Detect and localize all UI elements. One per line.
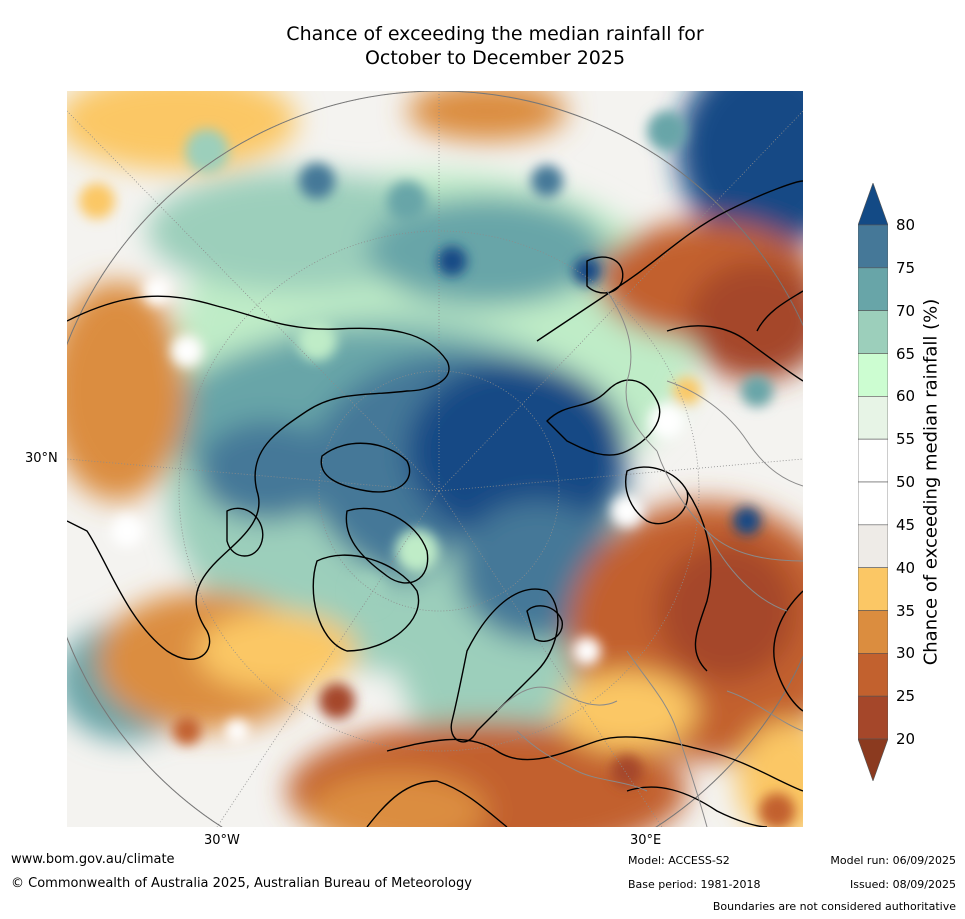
colorbar-tick-75: 75 — [896, 258, 916, 277]
colorbar-tick-50: 50 — [896, 473, 916, 491]
colorbar-band-65-70 — [858, 310, 888, 354]
colorbar-tick-25: 25 — [896, 687, 916, 706]
colorbar-tick-60: 60 — [896, 387, 916, 406]
colorbar-band-30-35 — [858, 610, 888, 654]
colorbar-extend-bottom — [858, 738, 888, 781]
rainfall-probability-map[interactable] — [67, 91, 803, 827]
colorbar-tick-65: 65 — [896, 344, 916, 363]
colorbar-tick-30: 30 — [896, 644, 916, 663]
colorbar-title: Chance of exceeding median rainfall (%) — [920, 298, 942, 666]
colorbar-band-75-80 — [858, 224, 888, 269]
probability-detail — [79, 111, 795, 827]
colorbar-band-70-75 — [858, 267, 888, 311]
colorbar-tick-40: 40 — [896, 558, 916, 577]
colorbar-band-50-55 — [858, 438, 888, 483]
copyright-text: © Commonwealth of Australia 2025, Austra… — [11, 876, 472, 891]
colorbar-band-35-40 — [858, 567, 888, 611]
chart-title: Chance of exceeding the median rainfall … — [0, 22, 965, 70]
colorbar-band-55-60 — [858, 396, 888, 440]
colorbar-band-40-45 — [858, 524, 888, 568]
coastlines — [67, 180, 803, 827]
issued-date: Issued: 08/09/2025 — [849, 878, 956, 891]
colorbar-extend-top — [858, 183, 888, 226]
colorbar-tick-20: 20 — [896, 730, 916, 748]
colorbar-band-60-65 — [858, 353, 888, 397]
colorbar-band-20-25 — [858, 695, 888, 740]
colorbar-tick-35: 35 — [896, 601, 916, 620]
probability-field — [67, 91, 803, 827]
latitude-label-30n: 30°N — [25, 451, 58, 466]
colorbar-bands — [858, 183, 888, 781]
colorbar-band-25-30 — [858, 653, 888, 697]
longitude-label-30e: 30°E — [630, 833, 662, 848]
longitude-label-30w: 30°W — [204, 833, 240, 848]
title-line-2: October to December 2025 — [364, 47, 626, 69]
colorbar-tick-45: 45 — [896, 515, 916, 534]
graticule — [67, 91, 803, 827]
colorbar-tick-55: 55 — [896, 430, 916, 449]
colorbar-tick-70: 70 — [896, 301, 916, 320]
base-period: Base period: 1981-2018 — [628, 878, 761, 891]
map-svg — [67, 91, 803, 827]
model-run-date: Model run: 06/09/2025 — [830, 854, 956, 867]
website-link[interactable]: www.bom.gov.au/climate — [11, 852, 175, 867]
colorbar — [858, 183, 888, 781]
title-line-1: Chance of exceeding the median rainfall … — [286, 23, 704, 45]
colorbar-band-45-50 — [858, 481, 888, 526]
colorbar-tick-80: 80 — [896, 216, 916, 234]
model-name: Model: ACCESS-S2 — [628, 854, 730, 867]
boundary-disclaimer: Boundaries are not considered authoritat… — [712, 900, 956, 913]
country-boundaries — [496, 290, 803, 827]
